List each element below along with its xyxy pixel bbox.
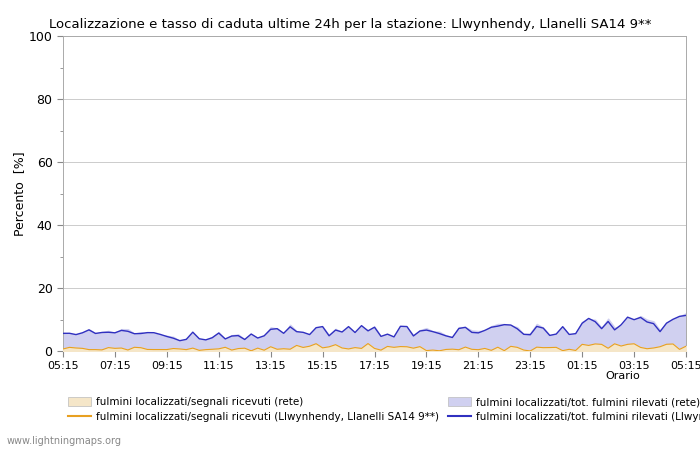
Text: www.lightningmaps.org: www.lightningmaps.org — [7, 436, 122, 446]
Y-axis label: Percento  [%]: Percento [%] — [13, 151, 26, 236]
Text: Orario: Orario — [606, 371, 640, 381]
Text: Localizzazione e tasso di caduta ultime 24h per la stazione: Llwynhendy, Llanell: Localizzazione e tasso di caduta ultime … — [49, 18, 651, 31]
Legend: fulmini localizzati/segnali ricevuti (rete), fulmini localizzati/segnali ricevut: fulmini localizzati/segnali ricevuti (re… — [68, 397, 700, 422]
